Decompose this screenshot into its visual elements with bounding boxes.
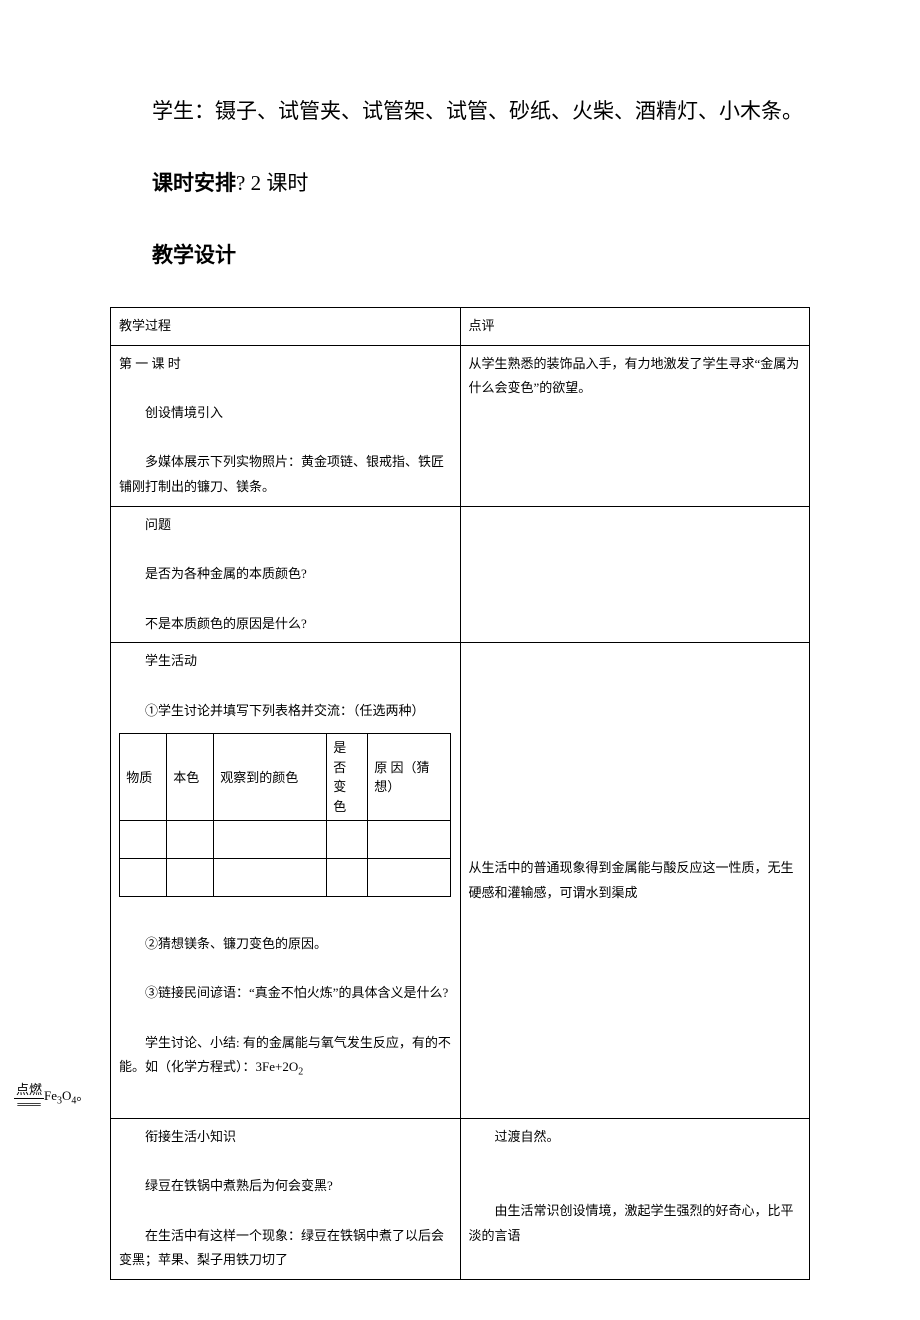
table-row (120, 859, 451, 897)
table-row: 物质 本色 观察到的颜色 是 否 变 色 原 因（猜想） (120, 734, 451, 821)
formula-text: Fe (44, 1088, 57, 1103)
table-row: 第 一 课 时 创设情境引入 多媒体展示下列实物照片：黄金项链、银戒指、铁匠铺刚… (111, 345, 810, 506)
text-line: 学生讨论、小结: 有的金属能与氧气发生反应，有的不能。如（化学方程式）：3Fe+… (119, 1031, 452, 1082)
inner-col-original: 本色 (167, 734, 214, 821)
header-comment: 点评 (460, 308, 810, 346)
text-line: 创设情境引入 (119, 401, 452, 426)
text-line: 不是本质颜色的原因是什么? (119, 612, 452, 637)
text-line: 多媒体展示下列实物照片：黄金项链、银戒指、铁匠铺刚打制出的镰刀、镁条。 (119, 450, 452, 499)
cell-comment-1: 从学生熟悉的装饰品入手，有力地激发了学生寻求“金属为什么会变色”的欲望。 (460, 345, 810, 506)
header-process: 教学过程 (111, 308, 461, 346)
subscript: 2 (298, 1067, 303, 1078)
table-row: 衔接生活小知识 绿豆在铁锅中煮熟后为何会变黑? 在生活中有这样一个现象：绿豆在铁… (111, 1118, 810, 1279)
equation-overflow: 点燃 ═══ Fe3O4。 (14, 1082, 452, 1112)
teaching-table: 教学过程 点评 第 一 课 时 创设情境引入 多媒体展示下列实物照片：黄金项链、… (110, 307, 810, 1280)
text-line: 过渡自然。 (469, 1125, 802, 1150)
text-line: 在生活中有这样一个现象：绿豆在铁锅中煮了以后会变黑；苹果、梨子用铁刀切了 (119, 1224, 452, 1273)
text-line: 绿豆在铁锅中煮熟后为何会变黑? (119, 1174, 452, 1199)
text-line: 由生活常识创设情境，激起学生强烈的好奇心，比平淡的言语 (469, 1199, 802, 1248)
condition-top: 点燃 (14, 1082, 44, 1099)
cell-student-activity: 学生活动 ①学生讨论并填写下列表格并交流：（任选两种） 物质 本色 观察到的颜色… (111, 643, 461, 1119)
text-line: 是否为各种金属的本质颜色? (119, 562, 452, 587)
schedule-label: 课时安排 (152, 172, 236, 195)
cell-lesson1-intro: 第 一 课 时 创设情境引入 多媒体展示下列实物照片：黄金项链、银戒指、铁匠铺刚… (111, 345, 461, 506)
table-row: 教学过程 点评 (111, 308, 810, 346)
equation-text: 学生讨论、小结: 有的金属能与氧气发生反应，有的不能。如（化学方程式）：3Fe+… (119, 1035, 451, 1075)
table-row: 问题 是否为各种金属的本质颜色? 不是本质颜色的原因是什么? (111, 506, 810, 642)
paragraph-materials: 学生：镊子、试管夹、试管架、试管、砂纸、火柴、酒精灯、小木条。 (110, 90, 810, 132)
cell-life-knowledge: 衔接生活小知识 绿豆在铁锅中煮熟后为何会变黑? 在生活中有这样一个现象：绿豆在铁… (111, 1118, 461, 1279)
inner-observation-table: 物质 本色 观察到的颜色 是 否 变 色 原 因（猜想） (119, 733, 451, 897)
inner-col-changed: 是 否 变 色 (327, 734, 368, 821)
cell-comment-2 (460, 506, 810, 642)
schedule-text: ? 2 课时 (236, 171, 308, 195)
inner-col-observed: 观察到的颜色 (214, 734, 327, 821)
cell-comment-3: 从生活中的普通现象得到金属能与酸反应这一性质，无生硬感和灌输感，可谓水到渠成 (460, 643, 810, 1119)
cell-comment-4: 过渡自然。 由生活常识创设情境，激起学生强烈的好奇心，比平淡的言语 (460, 1118, 810, 1279)
condition-bot: ═══ (14, 1099, 44, 1112)
text-line: ③链接民间谚语：“真金不怕火炼”的具体含义是什么? (119, 981, 452, 1006)
formula-text: 。 (76, 1088, 89, 1103)
text-line: 第 一 课 时 (119, 356, 181, 371)
text-line: 问题 (119, 513, 452, 538)
text-line: ②猜想镁条、镰刀变色的原因。 (119, 932, 452, 957)
document-page: 学生：镊子、试管夹、试管架、试管、砂纸、火柴、酒精灯、小木条。 课时安排? 2 … (0, 0, 920, 1320)
reaction-condition: 点燃 ═══ (14, 1082, 44, 1112)
table-row: 学生活动 ①学生讨论并填写下列表格并交流：（任选两种） 物质 本色 观察到的颜色… (111, 643, 810, 1119)
heading-teaching-design: 教学设计 (110, 235, 810, 277)
text-line: ①学生讨论并填写下列表格并交流：（任选两种） (119, 699, 452, 724)
text-line: 衔接生活小知识 (119, 1125, 452, 1150)
inner-col-substance: 物质 (120, 734, 167, 821)
table-row (120, 821, 451, 859)
cell-questions: 问题 是否为各种金属的本质颜色? 不是本质颜色的原因是什么? (111, 506, 461, 642)
inner-col-reason: 原 因（猜想） (368, 734, 451, 821)
formula-text: O (62, 1088, 71, 1103)
text-line: 学生活动 (119, 649, 452, 674)
paragraph-schedule: 课时安排? 2 课时 (110, 162, 810, 205)
